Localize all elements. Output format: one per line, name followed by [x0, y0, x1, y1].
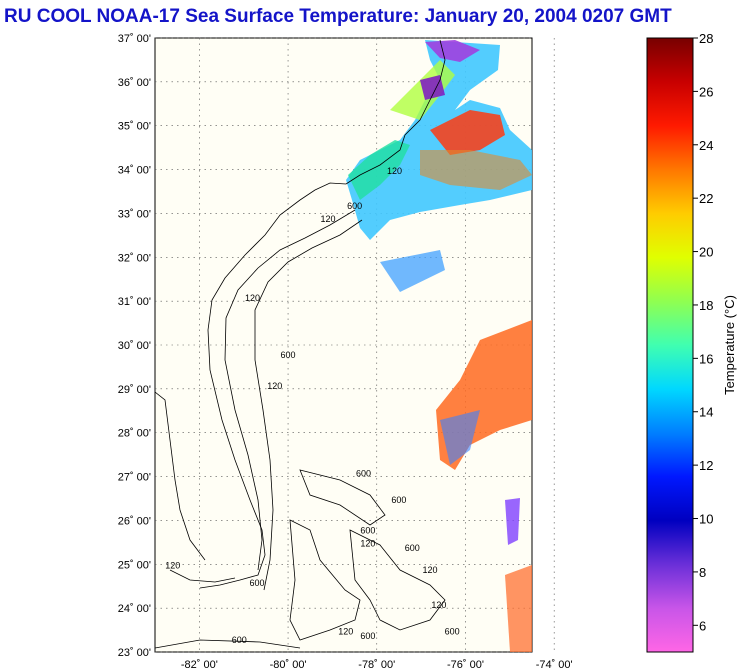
- isobath-120: [224, 209, 356, 571]
- isobath-600: [254, 219, 363, 591]
- contour-label: 120: [422, 565, 437, 575]
- lat-tick-label: 30˚ 00': [118, 340, 151, 352]
- colorbar-tick-label: 26: [699, 84, 713, 99]
- contour-label: 600: [347, 201, 362, 211]
- sst-patch-se1: [505, 498, 520, 545]
- colorbar-tick-label: 18: [699, 298, 713, 313]
- lat-tick-label: 25˚ 00': [118, 559, 151, 571]
- colorbar-tick-label: 14: [699, 405, 713, 420]
- colorbar-tick-label: 24: [699, 138, 713, 153]
- lat-tick-label: 34˚ 00': [118, 165, 151, 177]
- colorbar: 28 26 24 22 20 18 16 14 12 10 8 6 Temperature (°C): [646, 31, 737, 653]
- sst-warm-core: [430, 110, 505, 155]
- contour-label: 120: [267, 381, 282, 391]
- lat-tick-label: 24˚ 00': [118, 603, 151, 615]
- contour-label: 120: [320, 214, 335, 224]
- contour-label: 600: [356, 469, 371, 479]
- lon-tick-label: -82˚ 00': [181, 659, 218, 671]
- lon-tick-label: -78˚ 00': [358, 659, 395, 671]
- contour-label: 600: [445, 626, 460, 636]
- sst-patch-east-cool: [440, 410, 480, 465]
- contour-label: 120: [245, 293, 260, 303]
- sst-shelf-cold: [348, 140, 410, 200]
- contour-label: 120: [431, 600, 446, 610]
- sst-inshore-cold: [425, 40, 480, 62]
- sst-patch-1: [380, 250, 445, 292]
- cuba-north-coast: [155, 639, 301, 649]
- colorbar-tick-label: 10: [699, 512, 713, 527]
- colorbar-tick-label: 16: [699, 351, 713, 366]
- florida-gulf-coast: [155, 391, 206, 561]
- contour-label: 600: [405, 543, 420, 553]
- colorbar-gradient: [646, 37, 694, 653]
- sst-patch-se2: [505, 565, 532, 652]
- carolina-coast: [345, 39, 446, 185]
- contour-label: 600: [249, 578, 264, 588]
- contour-label: 600: [281, 350, 296, 360]
- contour-label: 120: [387, 166, 402, 176]
- colorbar-tick-label: 28: [699, 31, 713, 46]
- latitude-tick-labels: 37˚ 00' 36˚ 00' 35˚ 00' 34˚ 00' 33˚ 00' 32˚ 0…: [118, 33, 151, 659]
- map-title: RU COOL NOAA-17 Sea Surface Temperature:…: [4, 6, 672, 27]
- colorbar-tick-label: 12: [699, 458, 713, 473]
- contour-label: 120: [165, 561, 180, 571]
- contour-label: 120: [360, 539, 375, 549]
- lat-tick-label: 29˚ 00': [118, 384, 151, 396]
- bahamas-outline-1: [299, 469, 386, 526]
- lat-tick-label: 36˚ 00': [118, 77, 151, 89]
- contour-label: 600: [360, 631, 375, 641]
- contour-label: 600: [391, 495, 406, 505]
- contour-label: 600: [232, 635, 247, 645]
- lat-tick-label: 27˚ 00': [118, 472, 151, 484]
- colorbar-tick-label: 22: [699, 191, 713, 206]
- bahamas-outline-3: [349, 529, 446, 631]
- colorbar-tick-label: 6: [699, 618, 706, 633]
- lat-tick-label: 26˚ 00': [118, 515, 151, 527]
- lon-tick-label: -80˚ 00': [270, 659, 307, 671]
- colorbar-tick-label: 8: [699, 565, 706, 580]
- sst-cold-pocket: [420, 75, 445, 100]
- lat-tick-label: 35˚ 00': [118, 121, 151, 133]
- contour-labels: 120 600 120 120 600 120 600 600 600 120 600 120 120 6…: [165, 166, 459, 645]
- lat-tick-label: 32˚ 00': [118, 252, 151, 264]
- florida-keys: [169, 569, 236, 583]
- lat-tick-label: 28˚ 00': [118, 428, 151, 440]
- us-east-coastline: [199, 182, 347, 589]
- colorbar-title: Temperature (°C): [722, 295, 737, 395]
- lat-tick-label: 31˚ 00': [118, 296, 151, 308]
- lat-tick-label: 23˚ 00': [118, 647, 151, 659]
- lon-tick-label: -74˚ 00': [536, 659, 573, 671]
- lat-tick-label: 33˚ 00': [118, 208, 151, 220]
- sst-gulf-stream: [420, 150, 532, 190]
- coastline-bathymetry: [155, 39, 446, 649]
- contour-label: 600: [360, 526, 375, 536]
- longitude-tick-labels: -82˚ 00' -80˚ 00' -78˚ 00' -76˚ 00' -74˚ 00': [181, 659, 573, 671]
- sst-imagery: [346, 40, 532, 652]
- bahamas-outline-2: [289, 519, 361, 641]
- colorbar-ticks: 28 26 24 22 20 18 16 14 12 10 8 6: [693, 31, 713, 633]
- colorbar-tick-label: 20: [699, 245, 713, 260]
- contour-label: 120: [338, 626, 353, 636]
- lon-tick-label: -76˚ 00': [447, 659, 484, 671]
- lat-tick-label: 37˚ 00': [118, 33, 151, 45]
